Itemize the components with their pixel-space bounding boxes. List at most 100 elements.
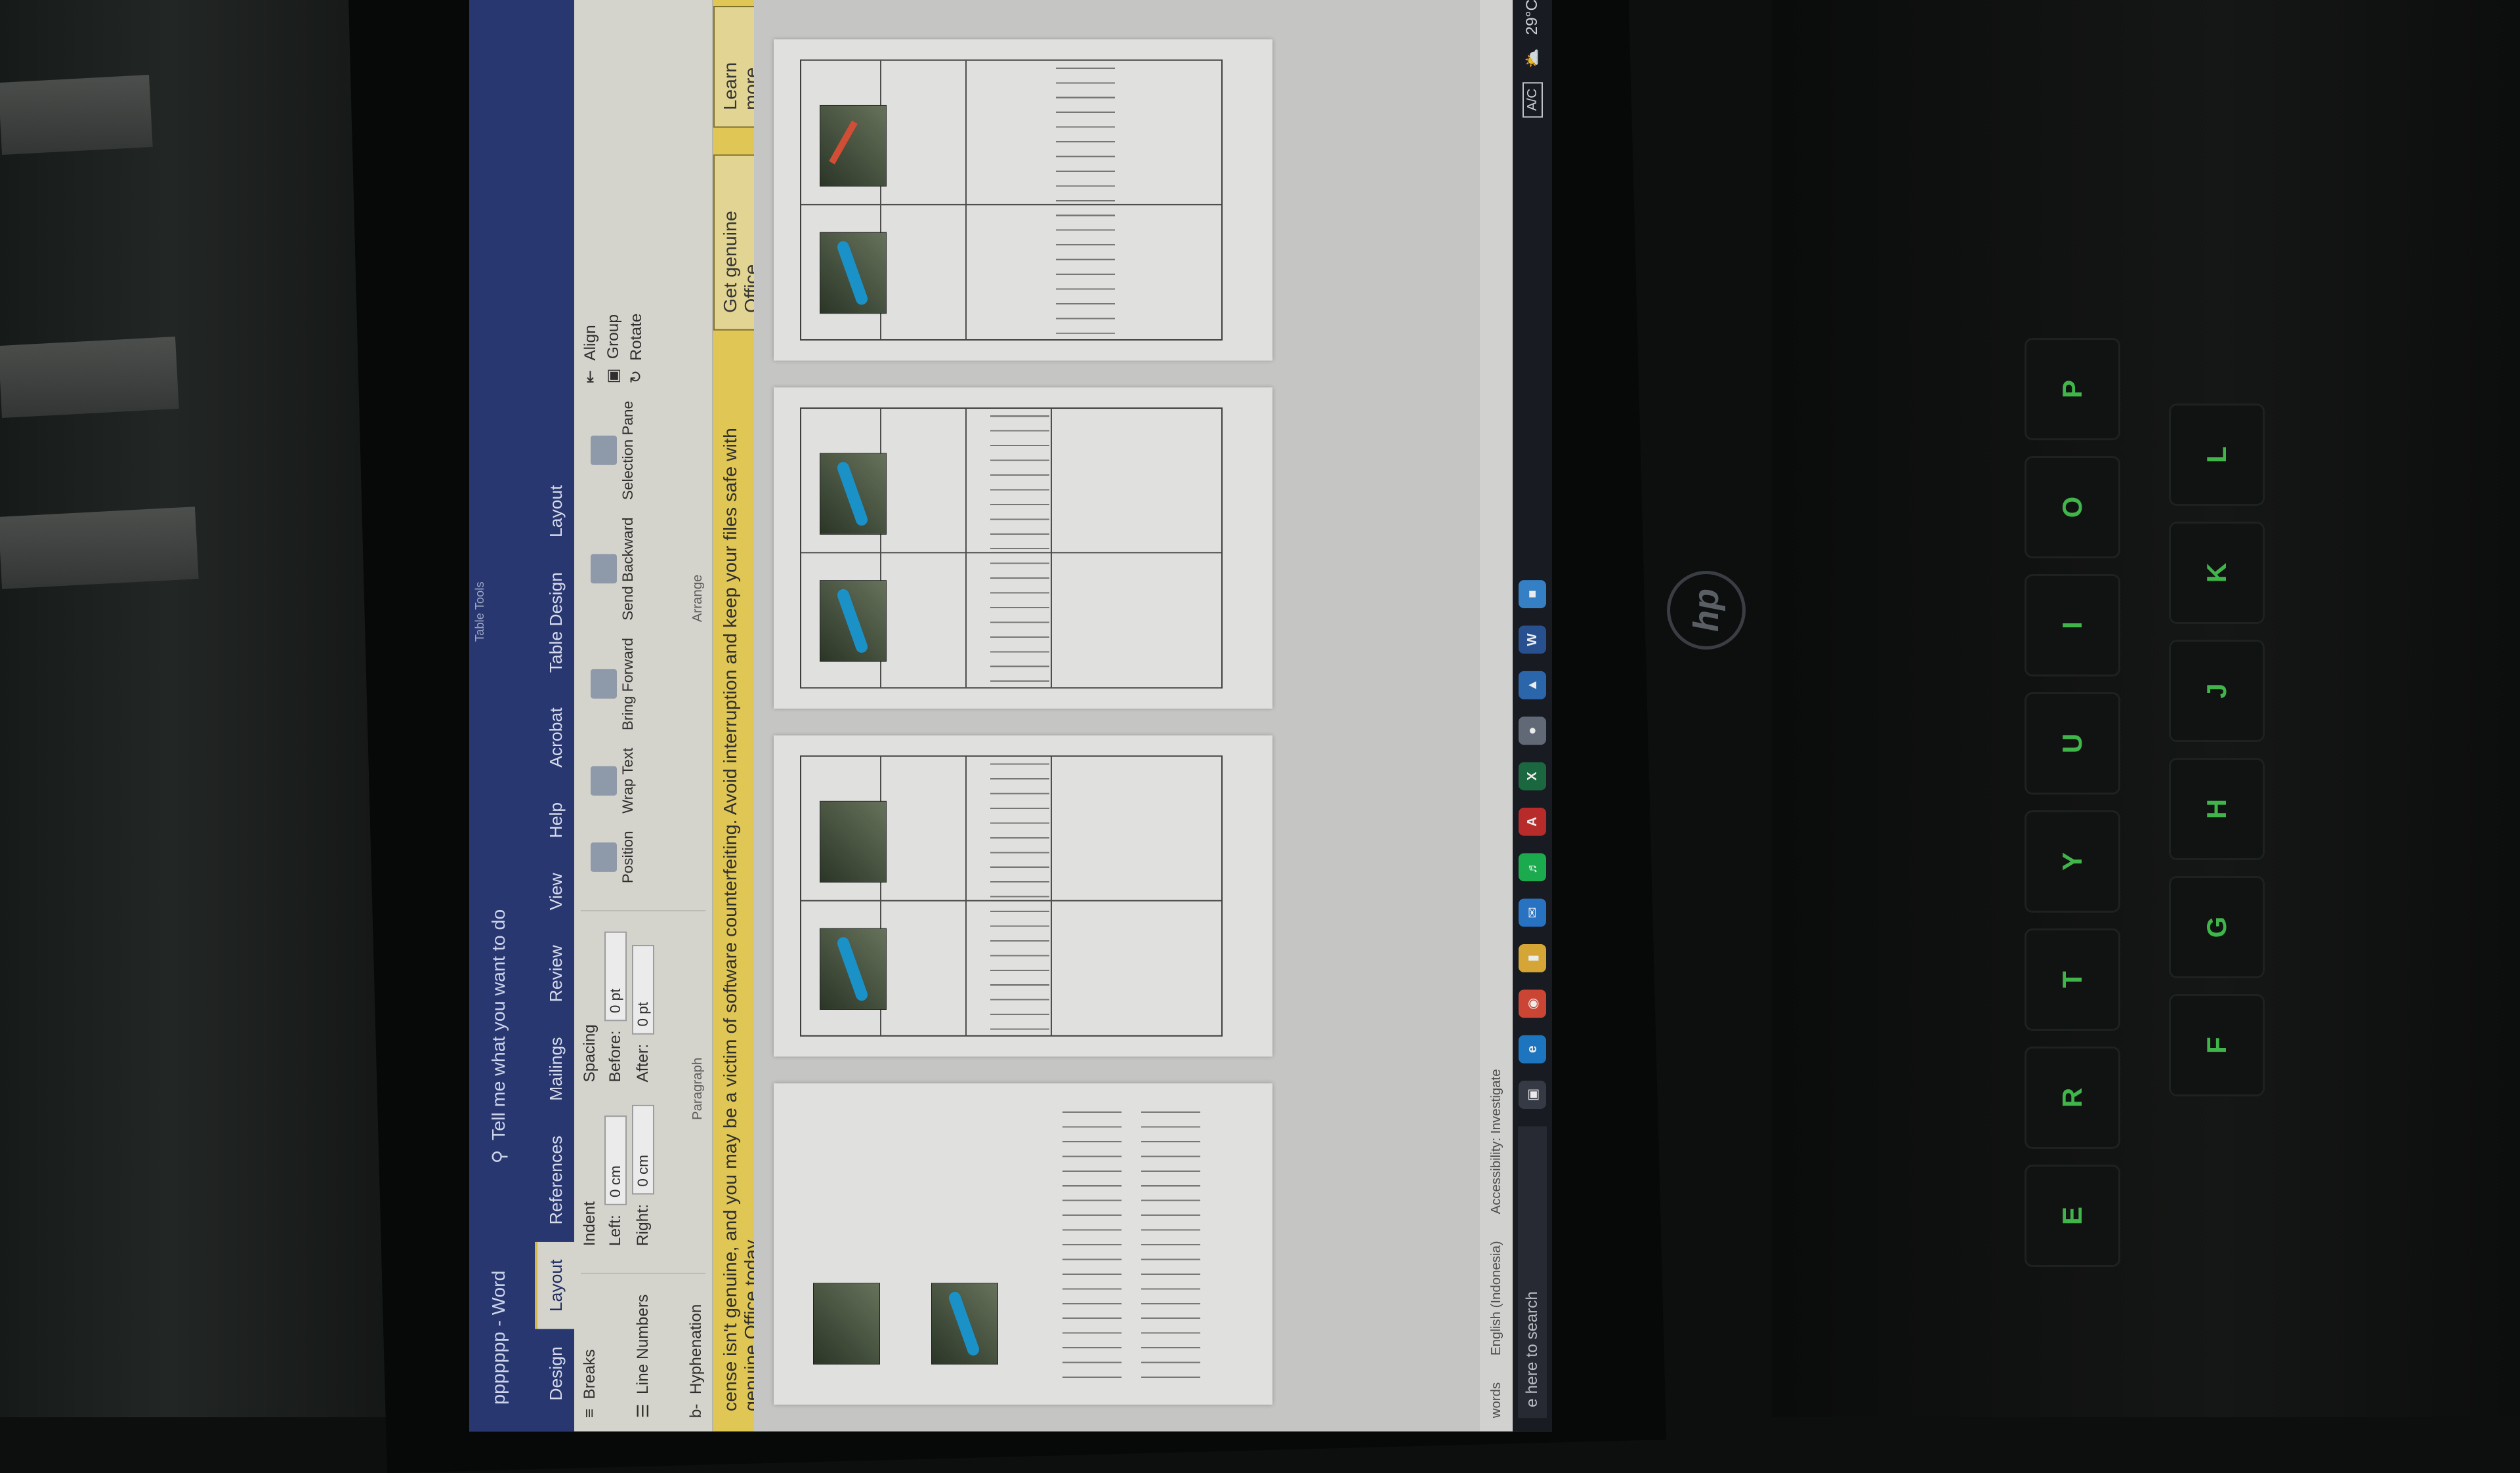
photo-thumbnail <box>813 1283 880 1365</box>
tab-table-design[interactable]: Table Design <box>546 572 566 673</box>
keyboard-key: T <box>2025 928 2120 1031</box>
group-label: Group <box>604 314 622 360</box>
indent-left-label: Left: <box>606 1214 624 1247</box>
position-button[interactable]: Position <box>590 831 637 884</box>
align-icon: ⇤ <box>581 369 599 384</box>
keyboard-key: P <box>2025 338 2120 440</box>
document-page <box>774 1083 1272 1405</box>
photo-thumbnail <box>820 232 887 314</box>
document-title: ppppppp - Word <box>488 1270 509 1405</box>
selection-pane-icon <box>590 436 617 465</box>
keyboard-key: R <box>2025 1047 2120 1149</box>
align-label: Align <box>581 325 599 361</box>
send-backward-icon <box>590 554 617 584</box>
breaks-label: Breaks <box>581 1349 598 1400</box>
spacing-before-input[interactable]: 0 pt <box>604 931 627 1022</box>
arrange-group-label: Arrange <box>690 574 705 623</box>
document-page <box>774 39 1272 361</box>
desk-plank <box>0 337 179 418</box>
wrap-text-icon <box>590 766 617 796</box>
ac-indicator[interactable]: A/C <box>1522 81 1543 118</box>
desk-plank <box>0 507 199 589</box>
spacing-before-label: Before: <box>606 1030 624 1083</box>
photo-thumbnail <box>820 928 887 1010</box>
temperature[interactable]: 29°C <box>1523 0 1541 35</box>
rotate-label: Rotate <box>627 313 645 361</box>
accessibility-status[interactable]: Accessibility: Investigate <box>1488 1069 1503 1214</box>
tell-me-search[interactable]: ⚲ Tell me what you want to do <box>488 909 510 1164</box>
keyboard-key: U <box>2025 692 2120 795</box>
tab-view[interactable]: View <box>546 873 566 911</box>
tell-me-text: Tell me what you want to do <box>488 909 509 1141</box>
hyphenation-icon: b‑ <box>687 1403 705 1419</box>
desk-background <box>0 0 420 1417</box>
desk-plank <box>0 75 153 155</box>
taskbar-search[interactable]: e here to search <box>1518 1126 1547 1419</box>
app-icon[interactable]: ▲ <box>1519 671 1546 699</box>
align-button[interactable]: ⇤ Align <box>581 314 600 384</box>
status-bar: words English (Indonesia) Accessibility:… <box>1480 0 1513 1432</box>
position-label: Position <box>619 831 636 884</box>
photo-thumbnail <box>820 800 887 883</box>
excel-icon[interactable]: X <box>1519 762 1546 791</box>
word-icon[interactable]: W <box>1519 625 1546 654</box>
tab-help[interactable]: Help <box>546 802 566 839</box>
tab-references[interactable]: References <box>546 1135 566 1225</box>
send-backward-button[interactable]: Send Backward <box>590 518 637 621</box>
selection-pane-button[interactable]: Selection Pane <box>590 401 637 500</box>
keyboard-key: O <box>2025 456 2120 558</box>
table-rows <box>1062 1110 1122 1378</box>
document-page <box>774 735 1272 1057</box>
photos-icon[interactable]: ■ <box>1519 580 1546 608</box>
spacing-after-input[interactable]: 0 pt <box>632 945 654 1035</box>
tab-review[interactable]: Review <box>546 945 566 1003</box>
keyboard-key: G <box>2169 876 2265 978</box>
ribbon-tabs: Design Layout References Mailings Review… <box>528 0 574 1432</box>
rotate-button[interactable]: ↻ Rotate <box>627 314 646 384</box>
tab-acrobat[interactable]: Acrobat <box>546 707 566 768</box>
edge-icon[interactable]: e <box>1519 1035 1546 1064</box>
lightbulb-icon: ⚲ <box>488 1150 509 1164</box>
mail-icon[interactable]: ✉ <box>1519 898 1546 927</box>
task-view-icon[interactable]: ▣ <box>1519 1081 1546 1109</box>
table-rows <box>990 414 1049 682</box>
line-numbers-button[interactable]: ☰ Line Numbers <box>634 1295 653 1419</box>
group-icon: ▣ <box>604 368 622 384</box>
breaks-button[interactable]: ≡ Breaks <box>581 1295 599 1418</box>
keyboard-key: J <box>2169 640 2265 742</box>
photo-thumbnail <box>820 453 887 535</box>
acrobat-icon[interactable]: A <box>1519 807 1546 836</box>
document-area[interactable] <box>754 0 1480 1432</box>
spotify-icon[interactable]: ♬ <box>1519 853 1546 882</box>
language-indicator[interactable]: English (Indonesia) <box>1488 1241 1503 1356</box>
paragraph-group: Indent Left: 0 cm Right: 0 cm Spacing Befo… <box>581 910 705 1247</box>
tab-mailings[interactable]: Mailings <box>546 1037 566 1101</box>
bring-forward-label: Bring Forward <box>619 638 636 731</box>
indent-left-input[interactable]: 0 cm <box>604 1115 627 1206</box>
app-icon[interactable]: ● <box>1519 716 1546 745</box>
indent-right-input[interactable]: 0 cm <box>632 1105 654 1195</box>
arrange-group: Position Wrap Text Bring Forward Send Ba… <box>581 293 705 884</box>
file-explorer-icon[interactable]: ▮ <box>1519 944 1546 972</box>
spacing-label: Spacing <box>581 1024 598 1083</box>
taskbar-search-text: e here to search <box>1523 1291 1541 1407</box>
photo-thumbnail <box>820 104 887 187</box>
tab-layout[interactable]: Layout <box>535 1241 574 1329</box>
tab-design[interactable]: Design <box>546 1346 566 1401</box>
paragraph-group-label: Paragraph <box>690 1057 705 1121</box>
hyphenation-button[interactable]: b‑ Hyphenation <box>687 1295 705 1419</box>
ribbon: ≡ Breaks ☰ Line Numbers b‑ Hyphenation Inde… <box>574 0 713 1432</box>
weather-icon: ⛅ <box>1523 48 1542 69</box>
line-numbers-label: Line Numbers <box>634 1294 652 1394</box>
tab-table-layout[interactable]: Layout <box>546 485 566 537</box>
bring-forward-button[interactable]: Bring Forward <box>590 638 637 731</box>
keyboard-key: H <box>2169 758 2265 860</box>
spacing-after-label: After: <box>634 1044 652 1083</box>
laptop-keyboard: P O I U Y T R E L K J H G F <box>1772 0 2520 1417</box>
word-count[interactable]: words <box>1488 1382 1503 1419</box>
photo-thumbnail <box>820 580 887 662</box>
chrome-icon[interactable]: ◉ <box>1519 989 1546 1018</box>
wrap-text-button[interactable]: Wrap Text <box>590 748 637 814</box>
keyboard-key: E <box>2025 1165 2120 1267</box>
group-button[interactable]: ▣ Group <box>604 314 623 384</box>
